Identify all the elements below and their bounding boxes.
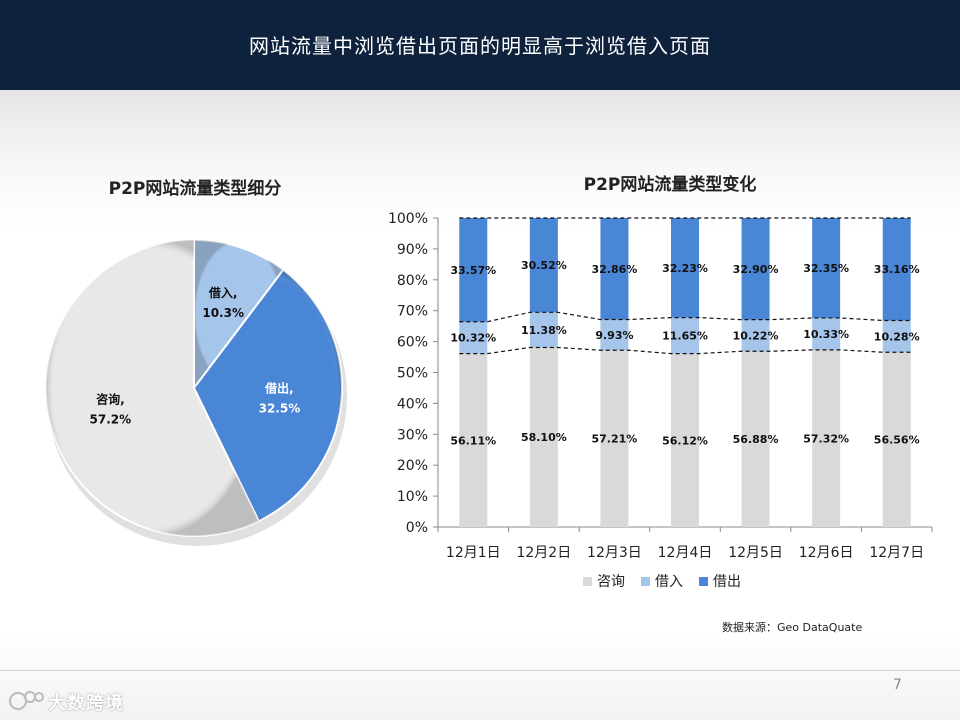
bar-segment-2: [882, 320, 911, 353]
data-label: 58.10%: [521, 431, 567, 444]
legend-label: 借出: [713, 574, 741, 590]
y-tick-label: 30%: [397, 427, 428, 443]
data-label: 32.90%: [733, 263, 779, 276]
data-label: 10.28%: [874, 330, 920, 343]
bar-segment-2: [741, 319, 770, 352]
source-note: 数据来源：Geo DataQuate: [722, 621, 863, 634]
slide-title: 网站流量中浏览借出页面的明显高于浏览借入页面: [249, 34, 711, 58]
footer-divider: [0, 670, 960, 671]
bar-segment-1: [741, 351, 770, 527]
legend-swatch: [699, 577, 708, 586]
data-label: 32.86%: [592, 263, 638, 276]
y-tick-label: 80%: [397, 273, 428, 289]
bar-segment-2: [600, 319, 629, 351]
bar-segment-1: [882, 352, 911, 527]
y-tick-label: 100%: [388, 211, 428, 227]
y-tick-label: 20%: [397, 458, 428, 474]
bar-segment-2: [812, 317, 841, 350]
data-label: 30.52%: [521, 259, 567, 272]
data-label: 32.35%: [803, 262, 849, 275]
x-tick-label: 12月1日: [446, 545, 501, 561]
bar-segment-2: [529, 312, 558, 348]
data-label: 33.57%: [450, 264, 496, 277]
pie-label-value: 32.5%: [259, 401, 301, 415]
pie-label-name: 咨询,: [96, 391, 125, 406]
y-tick-label: 40%: [397, 396, 428, 412]
y-tick-label: 90%: [397, 242, 428, 258]
bar-segment-3: [741, 218, 770, 320]
data-label: 11.65%: [662, 330, 708, 343]
bar-segment-3: [459, 218, 488, 322]
x-tick-label: 12月3日: [587, 545, 642, 561]
pie-slice-shade: [46, 240, 259, 536]
data-label: 56.88%: [733, 433, 779, 446]
data-label: 33.16%: [874, 263, 920, 276]
data-label: 10.33%: [803, 328, 849, 341]
bar-segment-2: [671, 317, 699, 354]
bar-segment-1: [459, 353, 488, 527]
bar-segment-1: [529, 347, 558, 527]
x-tick-label: 12月4日: [658, 545, 713, 561]
data-label: 56.11%: [450, 434, 496, 447]
bar-chart-title: P2P网站流量类型变化: [583, 175, 757, 195]
pie-label-value: 10.3%: [202, 306, 244, 320]
x-tick-label: 12月6日: [799, 545, 854, 561]
y-tick-label: 0%: [406, 520, 428, 536]
data-label: 9.93%: [595, 329, 633, 342]
bar-segment-3: [882, 218, 911, 321]
y-tick-label: 10%: [397, 489, 428, 505]
bar-segment-3: [529, 218, 558, 313]
y-tick-label: 50%: [397, 366, 428, 382]
y-tick-label: 60%: [397, 335, 428, 351]
data-label: 32.23%: [662, 262, 708, 275]
x-tick-label: 12月2日: [516, 545, 571, 561]
y-tick-label: 70%: [397, 304, 428, 320]
data-label: 10.22%: [733, 329, 779, 342]
data-label: 10.32%: [450, 332, 496, 345]
x-tick-label: 12月5日: [728, 545, 783, 561]
data-label: 57.21%: [592, 433, 638, 446]
data-label: 56.12%: [662, 434, 708, 447]
bar-segment-1: [812, 349, 841, 527]
bar-segment-3: [812, 218, 841, 318]
bar-segment-3: [600, 218, 629, 320]
data-label: 11.38%: [521, 324, 567, 337]
logo-mark-icon: [9, 691, 44, 710]
data-label: 57.32%: [803, 432, 849, 445]
series-line: [459, 346, 911, 355]
legend-swatch: [641, 577, 650, 586]
pie-slice-shade: [194, 240, 284, 388]
data-label: 56.56%: [874, 434, 920, 447]
series-line: [459, 311, 911, 323]
logo-text: 大数跨境: [48, 693, 124, 714]
legend-label: 咨询: [597, 574, 625, 590]
pie-label-value: 57.2%: [90, 412, 132, 426]
pie-label-name: 借入,: [208, 285, 238, 300]
x-tick-label: 12月7日: [869, 545, 924, 561]
page-number: 7: [893, 677, 902, 693]
pie-slice-shade: [194, 269, 343, 522]
pie-chart-title: P2P网站流量类型细分: [108, 179, 282, 199]
bar-segment-2: [459, 321, 488, 354]
slide-header: [0, 0, 960, 90]
legend-swatch: [583, 577, 592, 586]
pie-label-name: 借出,: [264, 380, 294, 395]
bar-segment-3: [671, 218, 699, 318]
legend-label: 借入: [655, 574, 683, 590]
bar-segment-1: [600, 350, 629, 527]
bar-segment-1: [671, 353, 699, 527]
